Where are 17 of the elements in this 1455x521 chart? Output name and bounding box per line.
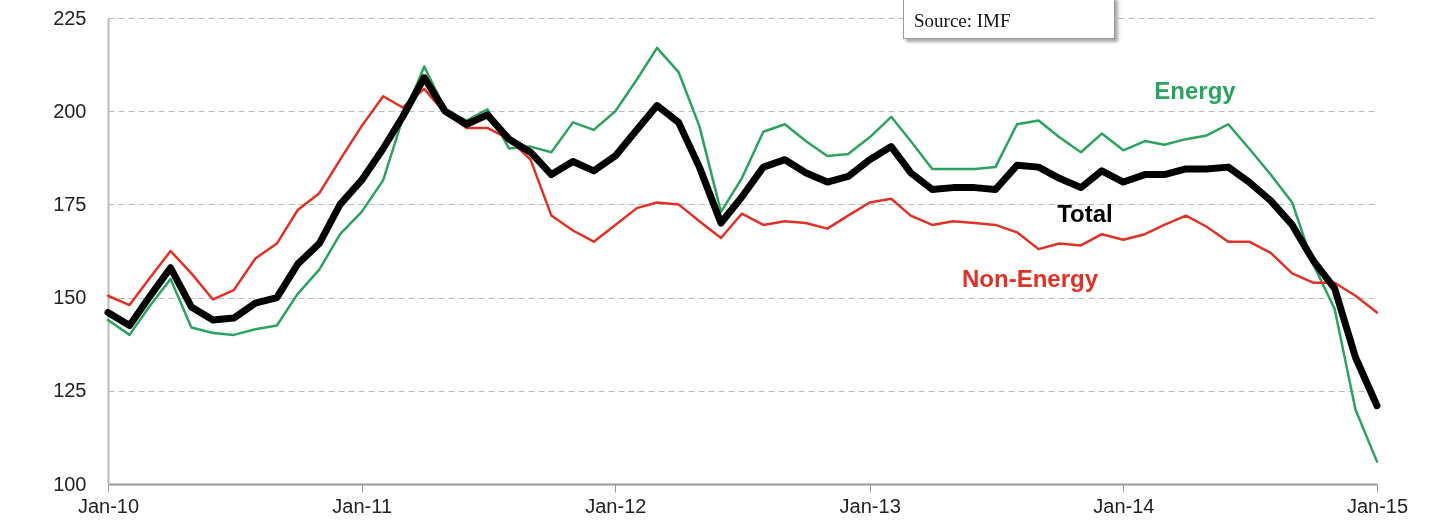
x-tick-label: Jan-12 xyxy=(585,494,647,517)
x-tick-label: Jan-11 xyxy=(332,494,392,517)
y-tick-label: 125 xyxy=(53,379,87,402)
line-series xyxy=(106,46,1379,463)
x-tick-label: Jan-10 xyxy=(77,494,140,517)
y-tick-label: 150 xyxy=(53,286,87,309)
series-label: Non-Energy xyxy=(961,265,1099,292)
x-tick-label: Jan-14 xyxy=(1093,494,1155,517)
y-tick-label: 100 xyxy=(53,472,87,495)
x-tick-label: Jan-15 xyxy=(1346,494,1409,517)
x-tick-label: Jan-13 xyxy=(839,494,901,517)
y-tick-label: 175 xyxy=(53,192,87,215)
series-label: Total xyxy=(1057,200,1113,227)
y-tick-label: 225 xyxy=(53,6,87,29)
note-box: Source: IMF xyxy=(903,0,1115,39)
series-label: Energy xyxy=(1154,77,1237,104)
y-tick-label: 200 xyxy=(53,99,87,122)
